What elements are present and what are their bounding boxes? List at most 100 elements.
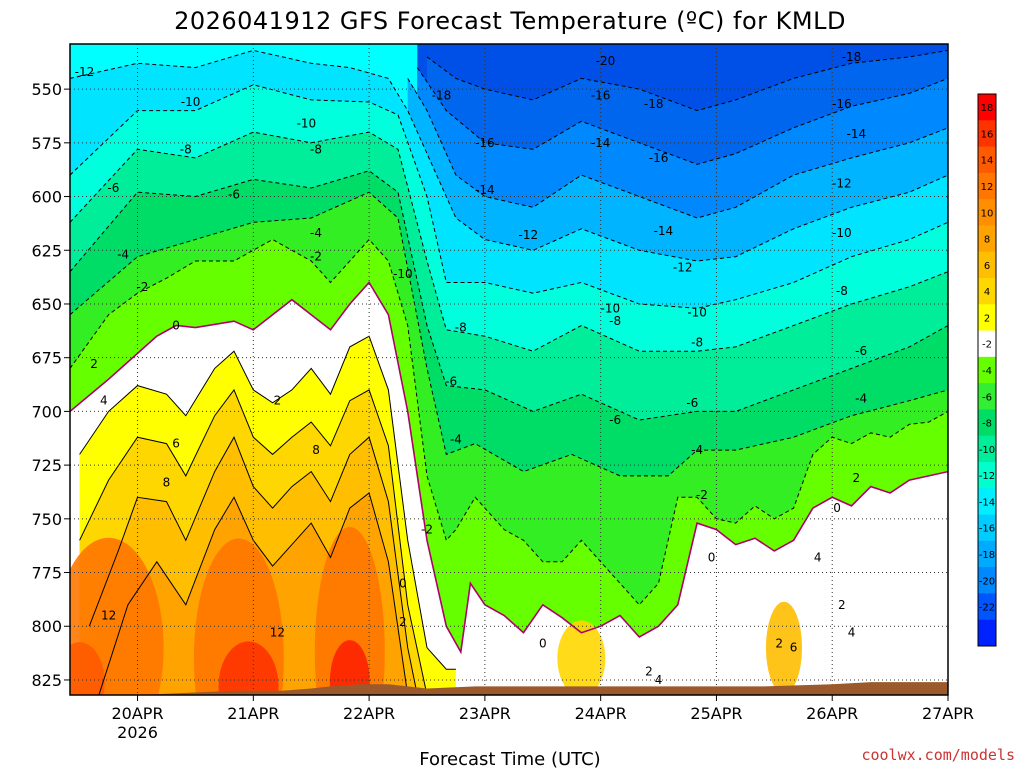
contour-label-58: -6 <box>855 344 867 358</box>
contour-label-50: 2 <box>775 636 783 650</box>
colorbar: 18 16 14 12 10 8 6 4 2 -2 -4 -6 -8 -10 -12 -14 -16 -18 -20… <box>977 93 997 647</box>
contour-label-42: -8 <box>691 336 703 350</box>
contour-label-7: -4 <box>310 226 322 240</box>
y-tick-label-625: 625 <box>31 241 62 260</box>
contour-line--16 <box>416 67 948 165</box>
y-tick-label-775: 775 <box>31 564 62 583</box>
contour-label-36: -14 <box>654 224 674 238</box>
contour-label-51: 6 <box>790 641 798 655</box>
contour-label-25: -8 <box>455 321 467 335</box>
contour-label-12: 2 <box>90 357 98 371</box>
warm-core-2 <box>218 641 279 695</box>
contour-label-62: -14 <box>847 127 867 141</box>
colorbar-label--12: -12 <box>979 471 995 482</box>
contour-label-27: -4 <box>450 432 462 446</box>
y-tick-label-600: 600 <box>31 188 62 207</box>
colorbar-swatch-1 <box>978 120 996 148</box>
colorbar-swatch-18 <box>978 567 996 594</box>
colorbar-swatch-11 <box>978 383 996 410</box>
colorbar-swatch-9 <box>978 330 996 358</box>
contour-line-2 <box>79 335 456 670</box>
warm-core-5 <box>70 642 105 695</box>
contour-label-33: -14 <box>591 136 611 150</box>
contour-label-40: -6 <box>609 413 621 427</box>
colorbar-label--2: -2 <box>982 340 992 351</box>
contour-label-4: -6 <box>228 187 240 201</box>
colorbar-swatch-20 <box>978 619 996 647</box>
contour-label-21: -16 <box>475 136 495 150</box>
contour-label-47: 0 <box>539 636 547 650</box>
contour-line-6 <box>88 436 418 695</box>
x-tick-label-26APR: 26APR <box>806 704 858 723</box>
contour-label-13: 4 <box>100 394 108 408</box>
contour-label-34: -18 <box>644 97 664 111</box>
colorbar-swatch-3 <box>978 172 996 200</box>
y-tick-label-725: 725 <box>31 456 62 475</box>
contour-line-4 <box>79 388 428 695</box>
contour-line--12 <box>70 49 948 262</box>
contour-label-35: -16 <box>649 151 669 165</box>
contour-label-0: -12 <box>75 65 95 79</box>
colorbar-swatch-4 <box>978 199 996 226</box>
contour-label-55: 2 <box>853 471 861 485</box>
contour-label-23: -12 <box>518 228 538 242</box>
contour-label-38: -10 <box>601 301 621 315</box>
warm-core-4 <box>329 640 370 695</box>
contour-label-16: 12 <box>101 609 116 623</box>
x-axis: 20APR 21APR 22APR 23APR 24APR 25APR 26APR 27APR… <box>111 695 974 742</box>
contour-label-48: 2 <box>645 664 653 678</box>
contour-label-30: 2 <box>399 615 407 629</box>
contour-line--2 <box>70 238 948 606</box>
x-tick-label-23APR: 23APR <box>459 704 511 723</box>
y-tick-label-825: 825 <box>31 671 62 690</box>
contour-label-8: -4 <box>117 248 129 262</box>
colorbar-swatch-10 <box>978 356 996 384</box>
contour-label-56: 4 <box>848 626 856 640</box>
colorbar-label-18: 18 <box>981 103 994 114</box>
colorbar-swatch-17 <box>978 540 996 568</box>
colorbar-label-2: 2 <box>984 313 990 324</box>
colorbar-label--14: -14 <box>979 497 995 508</box>
contour-labels: -12-10-8-6 -6-10-8-4-4-2-202468121228-18-… <box>75 50 867 687</box>
y-axis: 550 575 600 625 650 675 700 725 750 775 800 825 <box>31 80 70 690</box>
contour-label-64: -18 <box>842 50 862 64</box>
temperature-fill-layers <box>70 44 948 695</box>
colorbar-swatch-14 <box>978 462 996 489</box>
x-tick-label-21APR: 21APR <box>227 704 279 723</box>
contour-label-61: -12 <box>832 177 852 191</box>
y-tick-label-750: 750 <box>31 510 62 529</box>
colorbar-label-4: 4 <box>984 287 990 298</box>
contour-label-60: -10 <box>832 226 852 240</box>
terrain-surface <box>70 682 948 695</box>
contour-label-49: 4 <box>655 673 663 687</box>
contour-label-3: -6 <box>107 181 119 195</box>
y-tick-label-650: 650 <box>31 295 62 314</box>
contour-label-28: -2 <box>421 523 433 537</box>
contour-label-44: -4 <box>691 443 703 457</box>
contour-label-22: -14 <box>475 183 495 197</box>
contour-label-20: -18 <box>432 89 452 103</box>
colorbar-frame <box>977 93 997 647</box>
colorbar-label--16: -16 <box>979 524 995 535</box>
y-tick-label-575: 575 <box>31 134 62 153</box>
warm-core-7 <box>765 601 802 694</box>
colorbar-swatch-8 <box>978 304 996 332</box>
contour-label-17: 12 <box>270 626 285 640</box>
colorbar-swatch-13 <box>978 435 996 463</box>
contour-label-15: 8 <box>163 475 171 489</box>
colorbar-label--18: -18 <box>979 550 995 561</box>
x-axis-label: Forecast Time (UTC) <box>419 749 600 768</box>
colorbar-swatch-16 <box>978 514 996 542</box>
colorbar-label--20: -20 <box>979 576 995 587</box>
colorbar-label--10: -10 <box>979 445 995 456</box>
contour-label-26: -6 <box>445 374 457 388</box>
grid-lines <box>70 44 948 695</box>
colorbar-label-16: 16 <box>981 129 994 140</box>
credit-link[interactable]: coolwx.com/models <box>861 746 1015 764</box>
contour-label-29: 0 <box>399 576 407 590</box>
contour-label-24: -10 <box>393 267 413 281</box>
contour-label-5: -10 <box>297 116 317 130</box>
contour-label-10: -2 <box>310 250 322 264</box>
x-year-label: 2026 <box>117 723 158 742</box>
